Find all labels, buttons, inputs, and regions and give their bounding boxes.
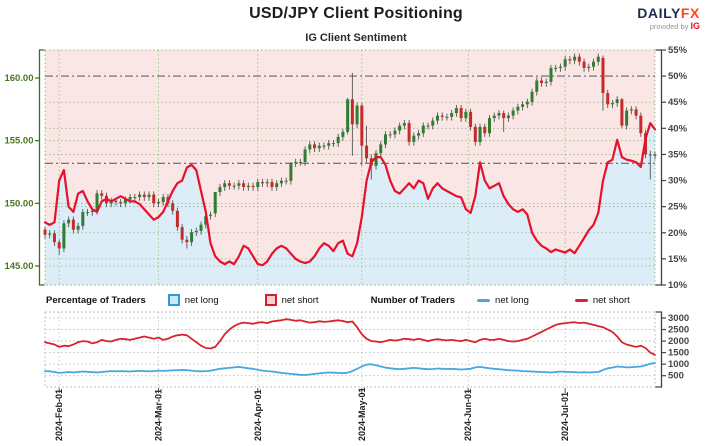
svg-text:25%: 25% [668,202,688,213]
svg-text:2024-Mar-01: 2024-Mar-01 [153,389,163,441]
svg-text:1000: 1000 [668,359,689,370]
legend-item-pct-net-long: net long [167,294,219,306]
legend-item-num-net-long: net long [477,295,529,306]
svg-text:15%: 15% [668,254,688,265]
logo-daily-text: DAILY [637,5,681,21]
svg-text:2024-Feb-01: 2024-Feb-01 [54,389,64,441]
count-net-long-line [44,362,656,376]
svg-text:155.00: 155.00 [4,136,33,147]
svg-text:50%: 50% [668,71,688,82]
svg-text:160.00: 160.00 [4,73,33,84]
net-short-swatch-icon [264,294,277,306]
svg-text:2000: 2000 [668,336,689,347]
right-percent-axis: 10% 15% 20% 25% 30% 35% 40% 45% 50% 55% [655,46,688,291]
chart-subtitle: IG Client Sentiment [305,32,407,44]
svg-text:10%: 10% [668,280,688,291]
dailyfx-logo[interactable]: DAILYFX provided by IG [637,5,700,32]
reference-lines [45,75,655,164]
chart-legend: Percentage of Traders net long net short… [46,292,630,308]
net-long-area [45,123,655,285]
svg-text:3000: 3000 [668,313,689,324]
net-long-swatch-icon [167,294,180,306]
svg-text:2024-May-01: 2024-May-01 [357,387,367,441]
svg-text:1500: 1500 [668,348,689,359]
price-candles [43,53,657,255]
trader-count-lines [44,318,656,376]
count-net-short-line [44,318,656,356]
svg-text:2500: 2500 [668,325,689,336]
svg-text:145.00: 145.00 [4,261,33,272]
legend-item-num-net-short: net short [574,294,630,306]
svg-text:500: 500 [668,371,684,382]
sentiment-price-chart: 145.00 150.00 155.00 160.00 10% 15% 20% 25% 30% 3… [4,46,688,291]
page-title: USD/JPY Client Positioning [249,5,463,22]
svg-text:2024-Apr-01: 2024-Apr-01 [253,389,263,441]
logo-provided-by: provided by IG [649,21,700,32]
svg-text:45%: 45% [668,97,688,108]
date-axis: 2024-Feb-01 2024-Mar-01 2024-Apr-01 2024-Ma… [54,387,570,441]
net-long-line-icon [477,298,491,302]
svg-text:2024-Jul-01: 2024-Jul-01 [560,392,570,441]
svg-text:30%: 30% [668,176,688,187]
sentiment-background-areas [45,50,655,285]
legend-percentage-group-label: Percentage of Traders [46,294,146,306]
legend-pct-net-long-label: net long [184,294,219,306]
logo-ig-text: IG [690,21,700,32]
dailyfx-wordmark: DAILYFX [637,5,700,21]
logo-fx-text: FX [680,5,700,21]
svg-text:40%: 40% [668,123,688,134]
net-short-majority-area [45,50,655,266]
legend-pct-net-short-label: net short [281,294,319,306]
svg-text:55%: 55% [668,46,688,56]
svg-text:2024-Jun-01: 2024-Jun-01 [463,389,473,441]
net-short-percent-line [43,121,657,267]
net-short-line-icon [574,298,588,302]
svg-text:20%: 20% [668,228,688,239]
svg-text:150.00: 150.00 [4,198,33,209]
bottom-gridlines [44,311,656,388]
svg-text:35%: 35% [668,149,688,160]
left-price-axis: 145.00 150.00 155.00 160.00 [4,49,45,286]
legend-num-net-short-label: net short [592,294,630,306]
legend-item-pct-net-short: net short [264,294,319,306]
main-gridlines [44,49,656,286]
legend-num-net-long-label: net long [495,294,529,306]
legend-number-group-label: Number of Traders [370,294,456,306]
